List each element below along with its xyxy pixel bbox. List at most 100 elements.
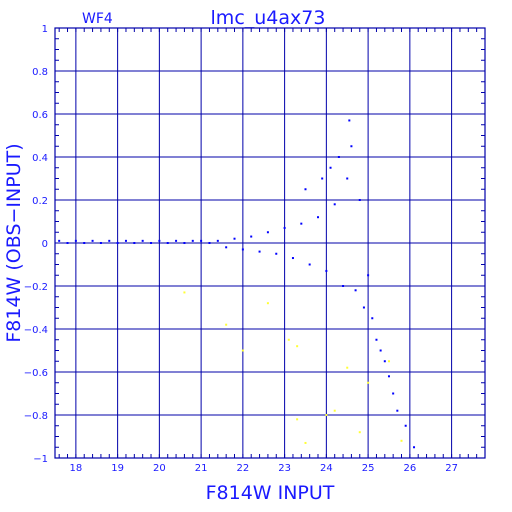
data-point — [354, 289, 357, 292]
data-point — [358, 431, 361, 434]
y-tick-label: 0.8 — [32, 67, 48, 78]
y-tick-label: −0.4 — [24, 325, 48, 336]
data-point — [141, 239, 144, 242]
data-point — [133, 242, 136, 244]
x-tick-label: 24 — [320, 463, 333, 474]
plot-frame — [54, 27, 486, 459]
data-point — [383, 360, 386, 363]
data-point — [241, 349, 244, 352]
data-point — [413, 446, 416, 449]
data-point — [166, 242, 169, 244]
data-point — [258, 250, 261, 253]
chart-title: lmc_u4ax73 — [211, 7, 326, 29]
data-point — [304, 188, 307, 191]
data-point — [387, 375, 390, 378]
data-point — [183, 291, 186, 294]
data-point — [150, 242, 153, 244]
y-tick-label: −0.2 — [24, 282, 48, 293]
data-point — [300, 222, 303, 225]
data-point — [208, 242, 211, 244]
data-point — [266, 231, 269, 234]
data-point — [333, 203, 336, 206]
data-point — [367, 381, 370, 384]
data-point — [275, 252, 278, 255]
data-point — [296, 418, 299, 421]
data-point — [392, 392, 395, 395]
data-point — [183, 242, 186, 244]
data-point — [333, 409, 336, 412]
y-tick-label: 1 — [42, 24, 48, 35]
x-tick-label: 20 — [153, 463, 166, 474]
data-point — [325, 414, 328, 416]
x-axis-label: F814W INPUT — [206, 482, 335, 504]
data-point — [250, 235, 253, 238]
data-point — [266, 302, 269, 305]
x-tick-label: 21 — [195, 463, 208, 474]
y-tick-label: 0.4 — [32, 153, 48, 164]
data-point — [308, 263, 311, 266]
data-point — [241, 248, 244, 251]
data-point — [379, 349, 382, 352]
data-point — [158, 239, 161, 242]
chart-subtitle: WF4 — [82, 11, 113, 27]
data-point — [404, 424, 407, 427]
data-point — [283, 226, 286, 229]
data-point — [337, 156, 340, 158]
data-point — [296, 345, 299, 348]
data-point — [83, 242, 86, 244]
data-point — [287, 338, 290, 341]
data-point — [175, 239, 178, 242]
y-tick-label: 0.6 — [32, 110, 48, 121]
data-point — [321, 177, 324, 180]
data-point — [371, 317, 374, 320]
data-point — [400, 439, 403, 442]
data-point — [58, 239, 61, 242]
tick-labels: 18 19 20 21 22 23 24 25 26 27 1 0.8 0.6 0.4 0.2 0 −0.2 −0… — [24, 24, 458, 474]
data-point — [346, 366, 349, 369]
data-points — [58, 119, 416, 449]
data-point — [216, 239, 219, 242]
x-tick-label: 19 — [111, 463, 124, 474]
x-tick-label: 27 — [445, 463, 458, 474]
y-axis-label: F814W (OBS−INPUT) — [3, 143, 25, 342]
data-point — [375, 338, 378, 341]
data-point — [348, 119, 351, 122]
data-point — [329, 166, 332, 169]
data-point — [225, 246, 228, 249]
data-point — [325, 269, 328, 272]
y-tick-label: −0.6 — [24, 368, 48, 379]
x-tick-label: 26 — [403, 463, 416, 474]
grid — [55, 27, 485, 459]
data-point — [99, 242, 102, 244]
y-tick-label: −1 — [33, 454, 48, 465]
x-tick-label: 22 — [236, 463, 249, 474]
data-point — [367, 274, 370, 277]
data-point — [342, 285, 345, 287]
data-point — [108, 239, 111, 242]
data-point — [387, 360, 390, 363]
data-point — [200, 239, 203, 242]
data-point — [225, 323, 228, 326]
data-point — [116, 242, 119, 244]
data-point — [66, 242, 69, 244]
y-tick-label: 0 — [42, 239, 48, 250]
data-point — [191, 239, 194, 242]
data-point — [233, 237, 236, 240]
data-point — [91, 239, 94, 242]
data-point — [304, 441, 307, 444]
data-point — [396, 409, 399, 412]
data-point — [358, 199, 361, 201]
data-point — [291, 257, 294, 260]
data-point — [346, 177, 349, 180]
y-tick-label: 0.2 — [32, 196, 48, 207]
data-point — [124, 239, 127, 242]
data-point — [362, 306, 365, 309]
y-tick-label: −0.8 — [24, 411, 48, 422]
data-point — [74, 239, 77, 242]
x-tick-label: 23 — [278, 463, 291, 474]
x-tick-label: 18 — [70, 463, 83, 474]
data-point — [317, 216, 320, 219]
data-point — [350, 145, 353, 148]
x-tick-label: 25 — [362, 463, 375, 474]
